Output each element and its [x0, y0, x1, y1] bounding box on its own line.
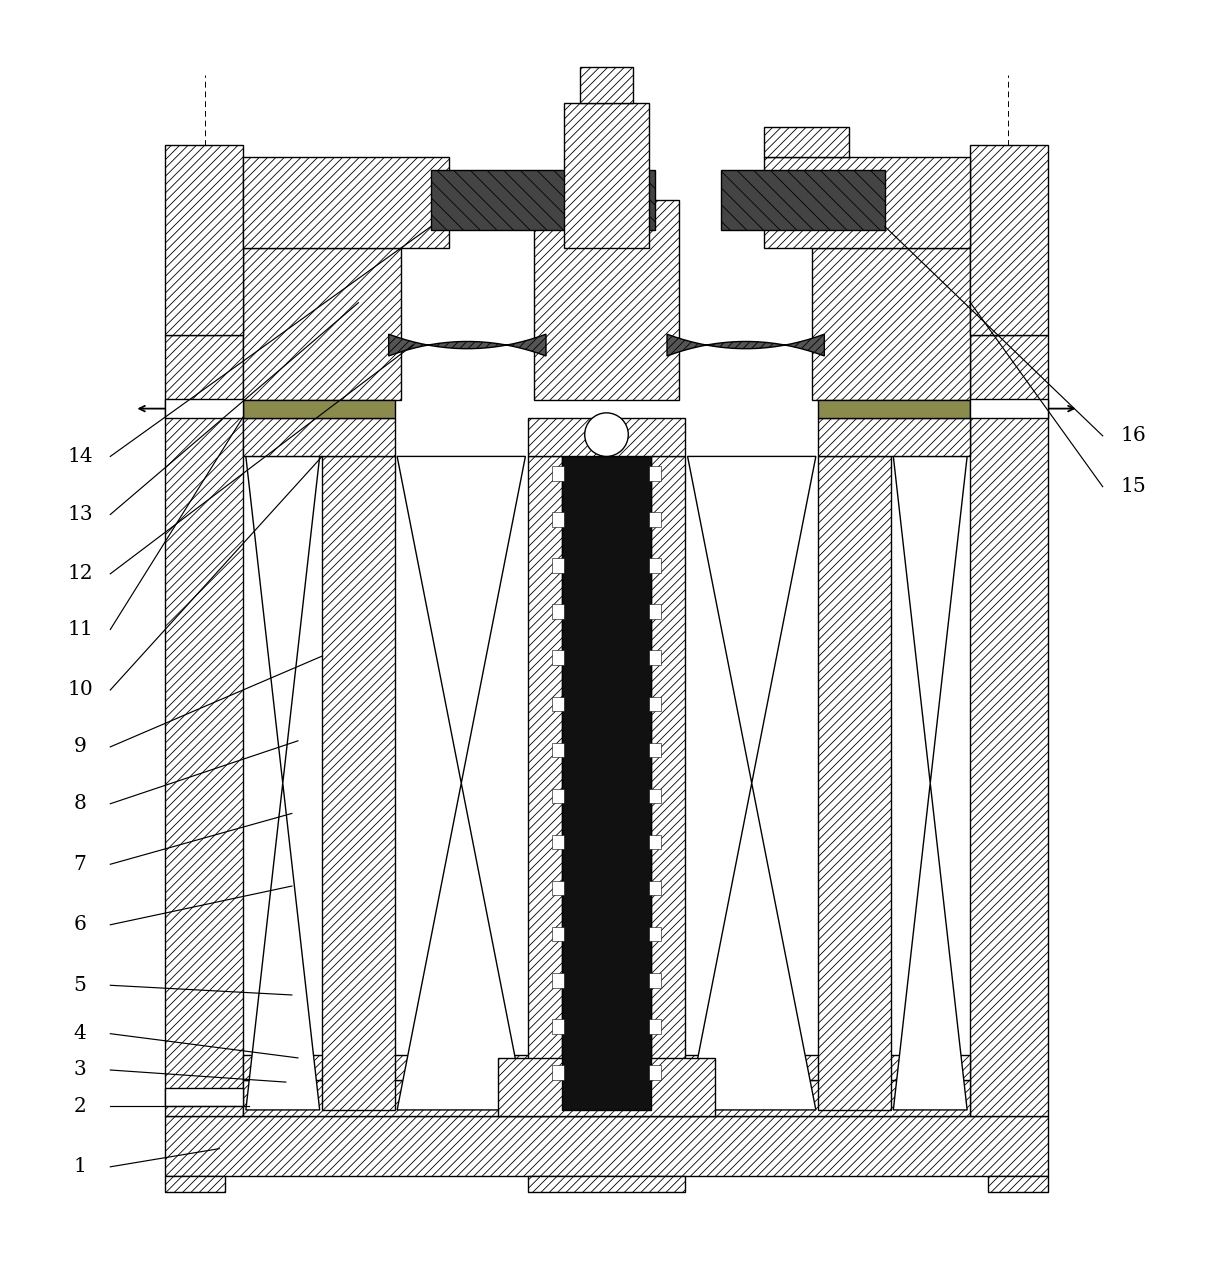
Text: 14: 14 [67, 447, 93, 466]
Bar [722, 170, 884, 231]
Bar [323, 456, 394, 1110]
Bar [969, 399, 1048, 419]
Text: 13: 13 [67, 505, 93, 524]
Bar [649, 513, 661, 527]
Bar [528, 1176, 685, 1193]
Bar [552, 558, 564, 573]
Bar [552, 1065, 564, 1079]
Bar [552, 972, 564, 988]
Bar [651, 456, 685, 1110]
Bar [244, 417, 394, 456]
Bar [552, 788, 564, 804]
Text: 7: 7 [74, 855, 86, 873]
Bar [552, 697, 564, 711]
Bar [528, 456, 562, 1110]
Bar [987, 1176, 1048, 1193]
Text: 8: 8 [74, 795, 86, 813]
Bar [764, 157, 969, 249]
Bar [813, 249, 969, 399]
Bar [819, 456, 890, 1110]
Text: 9: 9 [74, 737, 86, 756]
Bar [649, 927, 661, 942]
Bar [649, 558, 661, 573]
Bar [969, 146, 1048, 335]
Bar [552, 743, 564, 757]
Bar [552, 1019, 564, 1033]
Bar [244, 157, 449, 249]
Bar [244, 399, 394, 417]
Bar [165, 335, 244, 1115]
Polygon shape [397, 783, 525, 1110]
Bar [552, 650, 564, 665]
Bar [649, 1019, 661, 1033]
Circle shape [585, 413, 628, 456]
Bar [649, 466, 661, 480]
Bar [649, 697, 661, 711]
Bar [552, 835, 564, 849]
Bar [552, 513, 564, 527]
Bar [764, 128, 849, 157]
Bar [534, 200, 679, 399]
Text: 4: 4 [74, 1024, 86, 1043]
Bar [819, 399, 969, 417]
Bar [244, 1079, 969, 1115]
Bar [165, 1176, 226, 1193]
Bar [580, 67, 633, 103]
Bar [165, 399, 244, 419]
Polygon shape [388, 334, 546, 355]
Bar [165, 1115, 1048, 1176]
Polygon shape [893, 456, 967, 783]
Text: 16: 16 [1120, 426, 1146, 446]
Bar [552, 466, 564, 480]
Bar [552, 604, 564, 618]
Text: 15: 15 [1120, 477, 1146, 496]
Bar [649, 650, 661, 665]
Bar [497, 1057, 716, 1115]
Bar [649, 972, 661, 988]
Polygon shape [688, 456, 816, 783]
Bar [562, 456, 651, 1110]
Bar [165, 1088, 244, 1106]
Text: 10: 10 [67, 680, 93, 699]
Bar [649, 743, 661, 757]
Text: 1: 1 [74, 1158, 86, 1176]
Polygon shape [246, 783, 320, 1110]
Bar [969, 335, 1048, 1115]
Polygon shape [667, 334, 825, 355]
Bar [165, 146, 244, 335]
Bar [431, 170, 655, 231]
Bar [552, 927, 564, 942]
Polygon shape [397, 456, 525, 783]
Bar [552, 881, 564, 895]
Polygon shape [893, 783, 967, 1110]
Text: 12: 12 [67, 564, 93, 583]
Bar [819, 417, 969, 456]
Bar [244, 249, 400, 399]
Polygon shape [688, 783, 816, 1110]
Bar [649, 604, 661, 618]
Bar [564, 103, 649, 249]
Bar [649, 835, 661, 849]
Text: 3: 3 [74, 1060, 86, 1079]
Bar [649, 881, 661, 895]
Text: 2: 2 [74, 1097, 86, 1115]
Text: 11: 11 [67, 620, 93, 639]
Bar [649, 788, 661, 804]
Bar [244, 1055, 969, 1079]
Bar [528, 417, 685, 456]
Bar [649, 1065, 661, 1079]
Text: 5: 5 [74, 976, 86, 994]
Polygon shape [246, 456, 320, 783]
Text: 6: 6 [74, 916, 86, 934]
